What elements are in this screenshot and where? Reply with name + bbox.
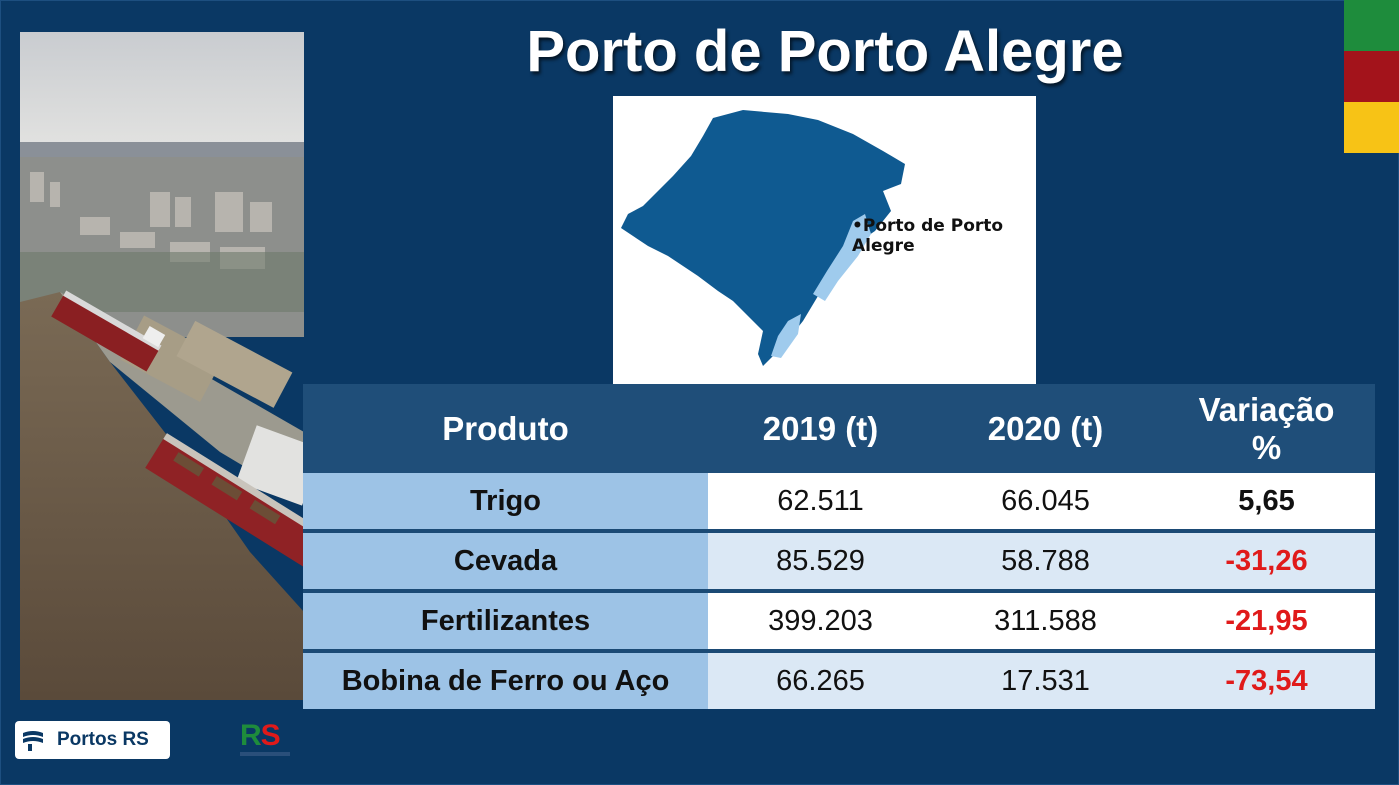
cell-2019: 85.529	[708, 529, 933, 591]
cell-produto: Trigo	[303, 473, 708, 531]
cell-2020: 311.588	[933, 589, 1158, 651]
cell-produto: Fertilizantes	[303, 589, 708, 651]
cell-2020: 58.788	[933, 529, 1158, 591]
cell-2019: 66.265	[708, 649, 933, 709]
rs-flag-stripes	[1344, 0, 1399, 153]
rio-grande-do-sul-map	[621, 110, 905, 366]
cell-variacao: 5,65	[1158, 473, 1375, 531]
table-row: Trigo 62.511 66.045 5,65	[303, 473, 1375, 531]
cell-2020: 17.531	[933, 649, 1158, 709]
cargo-table: Produto 2019 (t) 2020 (t) Variação % Tri…	[303, 384, 1375, 709]
portos-rs-logo-text: Portos RS	[57, 729, 149, 750]
cell-2020: 66.045	[933, 473, 1158, 531]
state-map: •Porto de Porto Alegre	[613, 96, 1036, 384]
header-produto: Produto	[303, 384, 708, 473]
table-row: Fertilizantes 399.203 311.588 -21,95	[303, 589, 1375, 651]
cell-produto: Bobina de Ferro ou Aço	[303, 649, 708, 709]
rs-logo-subtitle	[240, 752, 290, 756]
table-row: Bobina de Ferro ou Aço 66.265 17.531 -73…	[303, 649, 1375, 709]
portos-rs-logo: Portos RS	[15, 721, 170, 759]
wave-flag-icon	[15, 722, 51, 758]
rs-logo-text: RS	[240, 720, 300, 752]
header-2020: 2020 (t)	[933, 384, 1158, 473]
cell-2019: 399.203	[708, 589, 933, 651]
port-location-label: •Porto de Porto Alegre	[852, 216, 1004, 256]
rs-government-logo: RS	[240, 720, 300, 762]
table-row: Cevada 85.529 58.788 -31,26	[303, 529, 1375, 591]
cell-variacao: -21,95	[1158, 589, 1375, 651]
cell-variacao: -73,54	[1158, 649, 1375, 709]
cell-variacao: -31,26	[1158, 529, 1375, 591]
header-variacao: Variação %	[1158, 384, 1375, 473]
table-header-row: Produto 2019 (t) 2020 (t) Variação %	[303, 384, 1375, 473]
header-variacao-label: Variação %	[1198, 390, 1335, 466]
cell-2019: 62.511	[708, 473, 933, 531]
cell-produto: Cevada	[303, 529, 708, 591]
port-aerial-photo	[20, 32, 304, 700]
page-title: Porto de Porto Alegre	[526, 19, 1124, 84]
header-2019: 2019 (t)	[708, 384, 933, 473]
